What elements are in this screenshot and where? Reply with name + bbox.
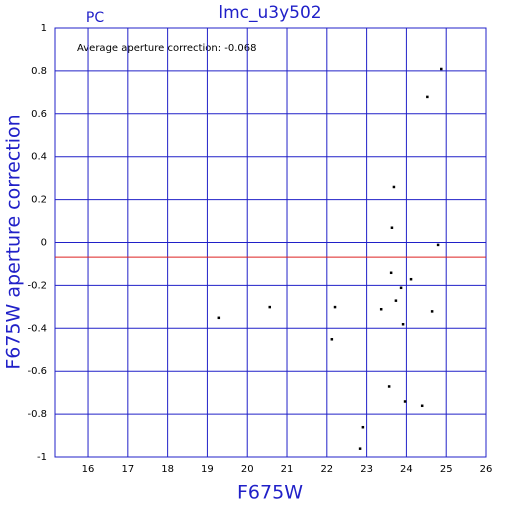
x-axis-label: F675W bbox=[237, 482, 303, 504]
point bbox=[389, 271, 393, 275]
chart-title: lmc_u3y502 bbox=[218, 3, 321, 23]
point bbox=[436, 243, 440, 247]
point bbox=[392, 185, 396, 189]
point bbox=[426, 95, 429, 99]
y-tick-label: -0.8 bbox=[27, 409, 47, 420]
point bbox=[333, 305, 337, 309]
plot-frame bbox=[54, 27, 487, 458]
x-tick-label: 25 bbox=[440, 464, 453, 475]
y-tick-label: -0.6 bbox=[27, 366, 47, 377]
y-tick-label: 0 bbox=[41, 238, 47, 249]
point bbox=[268, 305, 272, 309]
y-tick-label: 0.2 bbox=[31, 195, 47, 206]
y-tick-label: -0.2 bbox=[27, 280, 47, 291]
chart-subtitle: PC bbox=[86, 10, 104, 26]
point bbox=[394, 299, 398, 302]
point bbox=[379, 307, 383, 311]
x-tick-label: 17 bbox=[121, 464, 134, 475]
y-axis-label: F675W aperture correction bbox=[3, 114, 25, 369]
y-tick-label: -0.4 bbox=[27, 323, 47, 334]
point bbox=[390, 226, 394, 229]
x-tick-label: 18 bbox=[161, 464, 174, 475]
point bbox=[387, 385, 391, 388]
x-tick-label: 23 bbox=[360, 464, 373, 475]
point bbox=[217, 316, 221, 320]
x-tick-label: 16 bbox=[82, 464, 95, 475]
point bbox=[420, 404, 424, 408]
x-tick-label: 26 bbox=[480, 464, 493, 475]
point bbox=[430, 310, 434, 313]
y-tick-label: -1 bbox=[37, 452, 47, 463]
x-tick-label: 24 bbox=[400, 464, 413, 475]
x-tick-label: 20 bbox=[241, 464, 254, 475]
x-tick-label: 19 bbox=[201, 464, 214, 475]
point bbox=[358, 447, 362, 450]
y-tick-label: 0.8 bbox=[31, 66, 47, 77]
point bbox=[361, 425, 365, 429]
point bbox=[330, 338, 334, 341]
x-tick-label: 22 bbox=[320, 464, 333, 475]
point bbox=[409, 277, 413, 281]
y-tick-label: 0.6 bbox=[31, 109, 47, 120]
y-tick-label: 1 bbox=[41, 23, 47, 34]
annotation: Average aperture correction: -0.068 bbox=[77, 43, 257, 54]
point bbox=[401, 323, 405, 326]
point bbox=[440, 67, 443, 71]
point bbox=[399, 286, 403, 290]
y-tick-label: 0.4 bbox=[31, 152, 47, 163]
point bbox=[403, 400, 407, 403]
x-tick-label: 21 bbox=[281, 464, 294, 475]
